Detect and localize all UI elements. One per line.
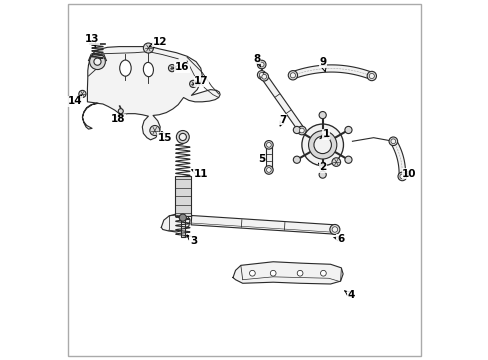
Circle shape: [260, 72, 268, 81]
Circle shape: [257, 60, 265, 69]
Text: 2: 2: [318, 162, 325, 172]
Circle shape: [297, 126, 305, 135]
Circle shape: [264, 140, 273, 149]
Circle shape: [293, 126, 300, 134]
Circle shape: [79, 90, 86, 98]
Circle shape: [264, 166, 273, 174]
Circle shape: [259, 73, 264, 77]
Circle shape: [319, 171, 325, 178]
Text: 15: 15: [157, 131, 172, 143]
Circle shape: [320, 270, 325, 276]
Ellipse shape: [120, 60, 131, 76]
Circle shape: [94, 58, 101, 65]
Polygon shape: [261, 75, 304, 132]
Polygon shape: [291, 65, 372, 79]
Circle shape: [149, 126, 160, 135]
Circle shape: [397, 172, 406, 181]
Circle shape: [179, 214, 186, 221]
Circle shape: [168, 64, 175, 72]
Text: 14: 14: [68, 95, 82, 106]
Circle shape: [319, 112, 325, 119]
Circle shape: [308, 131, 336, 159]
Circle shape: [301, 124, 343, 166]
Circle shape: [270, 270, 276, 276]
Circle shape: [299, 128, 304, 133]
Circle shape: [313, 136, 331, 154]
Polygon shape: [390, 140, 405, 176]
Circle shape: [249, 270, 255, 276]
Text: 10: 10: [402, 168, 416, 179]
Ellipse shape: [143, 62, 153, 77]
Text: 16: 16: [173, 62, 188, 72]
Text: 4: 4: [344, 291, 354, 301]
Circle shape: [293, 156, 300, 163]
Polygon shape: [82, 46, 220, 140]
Text: 18: 18: [111, 113, 125, 124]
Circle shape: [344, 156, 351, 163]
Polygon shape: [265, 145, 271, 170]
Circle shape: [143, 43, 153, 53]
Circle shape: [179, 134, 186, 140]
Text: 12: 12: [149, 37, 167, 47]
Circle shape: [331, 227, 337, 232]
Circle shape: [331, 158, 340, 166]
Polygon shape: [161, 213, 190, 232]
Text: 11: 11: [191, 168, 207, 179]
Text: 6: 6: [333, 234, 344, 244]
Polygon shape: [233, 262, 343, 284]
Text: 5: 5: [258, 154, 265, 164]
Circle shape: [266, 168, 271, 172]
Text: 13: 13: [84, 34, 99, 47]
Circle shape: [388, 137, 397, 145]
Circle shape: [399, 174, 404, 179]
Circle shape: [297, 270, 303, 276]
Bar: [181, 218, 184, 237]
Text: 17: 17: [193, 76, 208, 86]
Circle shape: [329, 225, 339, 234]
Text: 9: 9: [319, 57, 325, 72]
Bar: [175, 176, 190, 216]
Circle shape: [368, 73, 374, 78]
Text: 7: 7: [279, 115, 286, 126]
Circle shape: [290, 73, 295, 78]
Circle shape: [287, 71, 297, 80]
Polygon shape: [191, 216, 334, 234]
Circle shape: [390, 139, 395, 144]
Text: 8: 8: [253, 54, 260, 67]
Circle shape: [189, 80, 196, 87]
Circle shape: [257, 71, 265, 79]
Circle shape: [266, 143, 271, 147]
Circle shape: [344, 126, 351, 134]
Circle shape: [176, 131, 189, 143]
Circle shape: [259, 62, 264, 67]
Circle shape: [366, 71, 376, 81]
Text: 3: 3: [187, 235, 197, 246]
Circle shape: [118, 109, 123, 114]
Text: 1: 1: [319, 129, 329, 139]
Circle shape: [89, 54, 105, 69]
Circle shape: [261, 75, 266, 79]
